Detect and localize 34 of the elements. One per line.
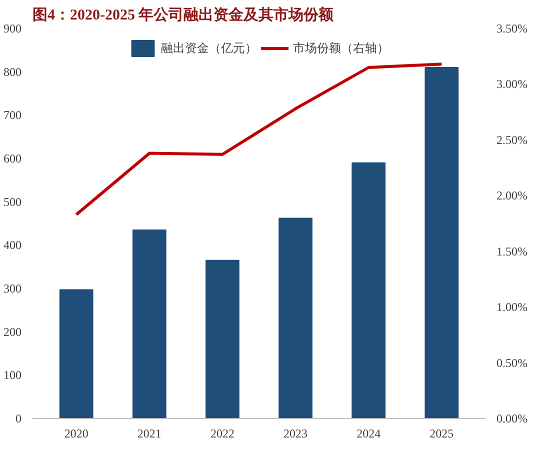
y2-tick-label: 0.50% <box>496 356 528 370</box>
x-tick-label: 2024 <box>356 426 381 440</box>
y2-tick-label: 3.50% <box>496 22 528 36</box>
chart-title: 图4：2020-2025 年公司融出资金及其市场份额 <box>32 6 335 24</box>
bar <box>206 260 240 418</box>
y2-tick-label: 2.00% <box>496 188 528 203</box>
line-series <box>74 62 444 216</box>
y-tick-label: 500 <box>4 194 22 209</box>
x-tick-label: 2023 <box>284 426 308 440</box>
y-tick-label: 900 <box>4 22 22 36</box>
bar <box>352 162 386 418</box>
y-tick-label: 400 <box>4 238 22 252</box>
y-tick-label: 100 <box>4 368 22 382</box>
bar <box>132 230 166 418</box>
y-tick-label: 200 <box>4 324 22 339</box>
x-tick-label: 2025 <box>430 426 454 440</box>
y2-tick-label: 0.00% <box>496 412 528 426</box>
y2-tick-label: 3.00% <box>496 77 528 92</box>
y-tick-label: 0 <box>16 412 22 426</box>
x-tick-label: 2021 <box>137 426 162 440</box>
x-tick-label: 2020 <box>64 426 88 440</box>
y2-tick-label: 1.50% <box>496 244 528 258</box>
bar <box>424 67 459 418</box>
legend-label: 市场份额（右轴） <box>293 40 389 56</box>
bar <box>278 218 312 418</box>
x-tick-label: 2022 <box>210 426 234 440</box>
y-tick-label: 700 <box>4 108 22 122</box>
y-tick-label: 600 <box>4 152 22 166</box>
y2-tick-label: 2.50% <box>496 132 528 147</box>
legend-label: 融出资金（亿元） <box>161 40 257 56</box>
y2-tick-label: 1.00% <box>496 300 528 314</box>
bar <box>59 289 94 418</box>
y-tick-label: 800 <box>4 64 22 79</box>
y-tick-label: 300 <box>4 282 22 296</box>
